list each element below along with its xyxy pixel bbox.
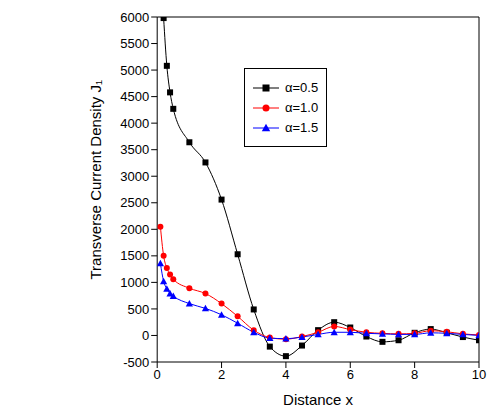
svg-text:3000: 3000 — [120, 169, 149, 184]
html-text:α=1.0: α=1.0 — [285, 100, 319, 115]
svg-text:8: 8 — [411, 367, 418, 382]
svg-text:2500: 2500 — [120, 195, 149, 210]
svg-text:2000: 2000 — [120, 222, 149, 237]
svg-text:4: 4 — [282, 367, 289, 382]
svg-text:3500: 3500 — [120, 142, 149, 157]
svg-text:6000: 6000 — [120, 10, 149, 25]
svg-text:4500: 4500 — [120, 89, 149, 104]
svg-text:4000: 4000 — [120, 116, 149, 131]
svg-text:Transverse Current Density J₁: Transverse Current Density J₁ — [87, 80, 104, 280]
svg-text:6: 6 — [347, 367, 354, 382]
svg-text:2: 2 — [218, 367, 225, 382]
svg-text:1500: 1500 — [120, 248, 149, 263]
svg-text:10: 10 — [472, 367, 486, 382]
svg-text:5500: 5500 — [120, 36, 149, 51]
svg-text:5000: 5000 — [120, 63, 149, 78]
svg-text:1000: 1000 — [120, 275, 149, 290]
svg-text:Distance x: Distance x — [283, 391, 354, 408]
svg-text:0: 0 — [142, 328, 149, 343]
html-text:α=1.5: α=1.5 — [285, 120, 319, 135]
svg-text:0: 0 — [154, 367, 161, 382]
svg-text:-500: -500 — [123, 355, 149, 370]
html-text:α=0.5: α=0.5 — [285, 80, 319, 95]
svg-text:500: 500 — [127, 302, 149, 317]
